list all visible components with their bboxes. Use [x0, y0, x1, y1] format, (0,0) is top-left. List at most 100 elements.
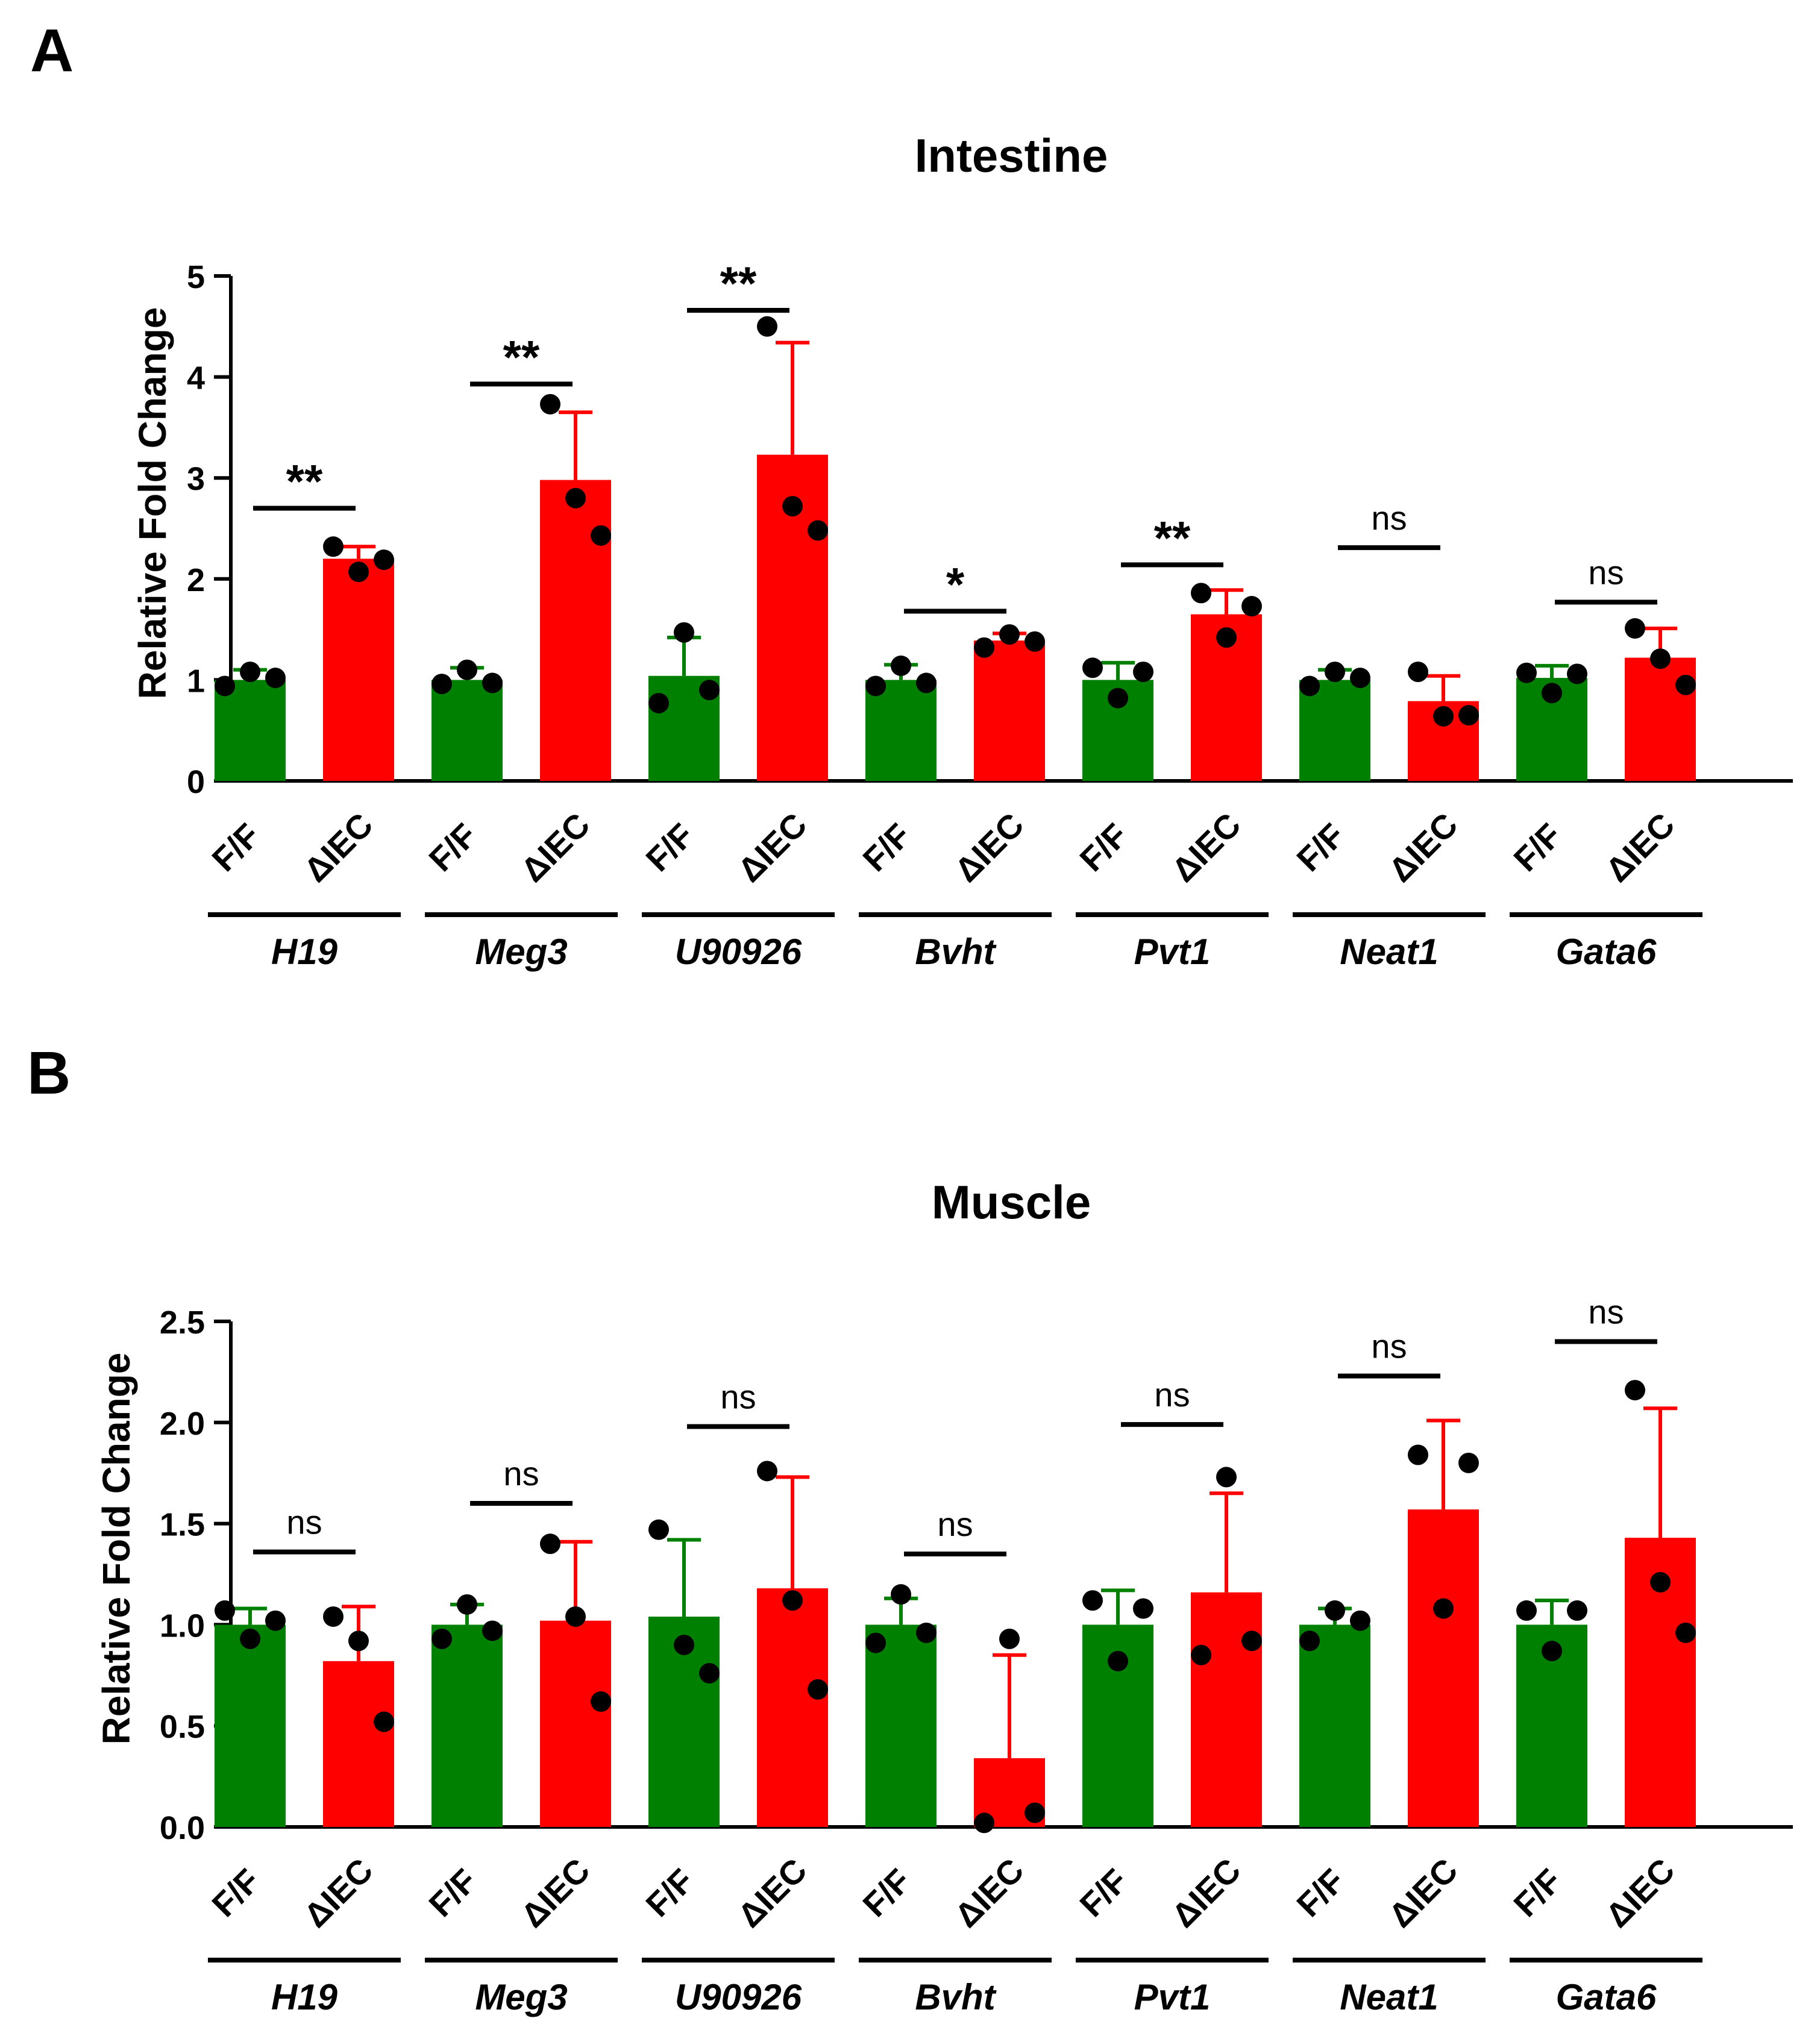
data-point [974, 637, 994, 658]
data-point [1650, 1571, 1671, 1593]
bar [323, 559, 394, 781]
bar [1408, 1509, 1479, 1827]
data-point [757, 1461, 777, 1482]
data-point [1516, 662, 1537, 683]
data-point [431, 1628, 452, 1649]
panel-b-y-axis-label: Relative Fold Change [95, 1353, 138, 1745]
data-point [1625, 618, 1645, 639]
data-point [1350, 668, 1370, 689]
panel-b: B Muscle Relative Fold Change 0.0 0.5 1.0 1… [27, 1039, 1793, 2017]
data-point [1458, 1452, 1479, 1473]
data-point [374, 1711, 394, 1732]
bar [215, 1624, 286, 1827]
bar [974, 641, 1045, 781]
gene-label: Meg3 [475, 932, 567, 972]
data-point [699, 680, 720, 701]
data-point [865, 1632, 886, 1653]
y-tick-label: 0.0 [160, 1810, 205, 1846]
y-tick-label: 0 [187, 764, 205, 800]
gene-label: Pvt1 [1134, 1977, 1211, 2017]
data-point [265, 668, 286, 689]
panel-a-title: Intestine [915, 129, 1108, 182]
data-point [974, 1812, 994, 1834]
data-point [999, 1628, 1020, 1649]
data-point [215, 1600, 235, 1621]
data-point [1542, 1641, 1562, 1662]
data-point [1082, 657, 1103, 678]
data-point [648, 692, 669, 713]
y-tick-label: 1 [187, 663, 205, 699]
data-point [565, 1606, 586, 1627]
gene-label: Gata6 [1556, 932, 1657, 972]
data-point [648, 1519, 669, 1540]
data-point [323, 536, 344, 557]
data-point [482, 672, 503, 694]
data-point [1433, 706, 1454, 727]
data-point [1025, 631, 1045, 652]
bar [865, 680, 937, 781]
gene-label: Meg3 [475, 1977, 567, 2017]
data-point [1133, 661, 1153, 682]
data-point [1433, 1598, 1454, 1619]
data-point [916, 672, 937, 694]
panel-b-title: Muscle [932, 1176, 1091, 1229]
data-point [1299, 1630, 1320, 1652]
data-point [323, 1606, 344, 1627]
panel-label-b: B [27, 1039, 71, 1107]
gene-label: H19 [271, 932, 338, 972]
y-tick-label: 3 [187, 461, 205, 497]
data-point [1191, 1644, 1211, 1665]
data-point [374, 549, 394, 570]
significance-label: ns [1588, 553, 1624, 591]
significance-label: ns [720, 1378, 756, 1416]
data-point [674, 622, 694, 643]
data-point [1325, 661, 1345, 682]
data-point [1567, 663, 1587, 684]
data-point [757, 316, 777, 337]
panel-label-a: A [30, 17, 74, 84]
data-point [1567, 1600, 1587, 1621]
gene-label: Neat1 [1340, 1977, 1438, 2017]
y-tick-label: 5 [187, 259, 205, 295]
data-point [808, 1679, 828, 1700]
data-point [1241, 596, 1262, 617]
data-point [674, 1634, 694, 1655]
data-point [891, 1584, 911, 1605]
data-point [240, 1628, 260, 1649]
significance-label: ns [1154, 1376, 1190, 1414]
data-point [1191, 583, 1211, 604]
y-tick-label: 1.0 [160, 1608, 205, 1644]
gene-label: Gata6 [1556, 1977, 1657, 2017]
data-point [540, 1533, 560, 1555]
data-point [1408, 661, 1428, 682]
data-point [540, 393, 560, 415]
bar [323, 1661, 394, 1827]
gene-label: Pvt1 [1134, 932, 1211, 972]
bar [1299, 680, 1370, 781]
data-point [591, 1691, 611, 1712]
data-point [999, 624, 1020, 645]
data-point [1675, 674, 1696, 695]
data-point [591, 525, 611, 546]
data-point [457, 659, 477, 680]
y-tick-label: 1.5 [160, 1507, 205, 1543]
data-point [1675, 1622, 1696, 1643]
data-point [699, 1662, 720, 1684]
gene-label: Neat1 [1340, 932, 1438, 972]
data-point [348, 1630, 369, 1652]
significance-label: ** [720, 257, 757, 310]
data-point [891, 655, 911, 676]
bar [540, 480, 611, 781]
data-point [431, 674, 452, 695]
data-point [1108, 1650, 1128, 1671]
significance-label: ** [1154, 511, 1191, 564]
y-tick-label: 4 [187, 360, 205, 396]
data-point [916, 1622, 937, 1643]
gene-label: U90926 [675, 932, 802, 972]
bar [431, 1624, 503, 1827]
y-tick-label: 2.0 [160, 1406, 205, 1442]
data-point [1216, 627, 1237, 648]
data-point [265, 1610, 286, 1631]
data-point [1082, 1590, 1103, 1611]
data-point [1133, 1598, 1153, 1619]
